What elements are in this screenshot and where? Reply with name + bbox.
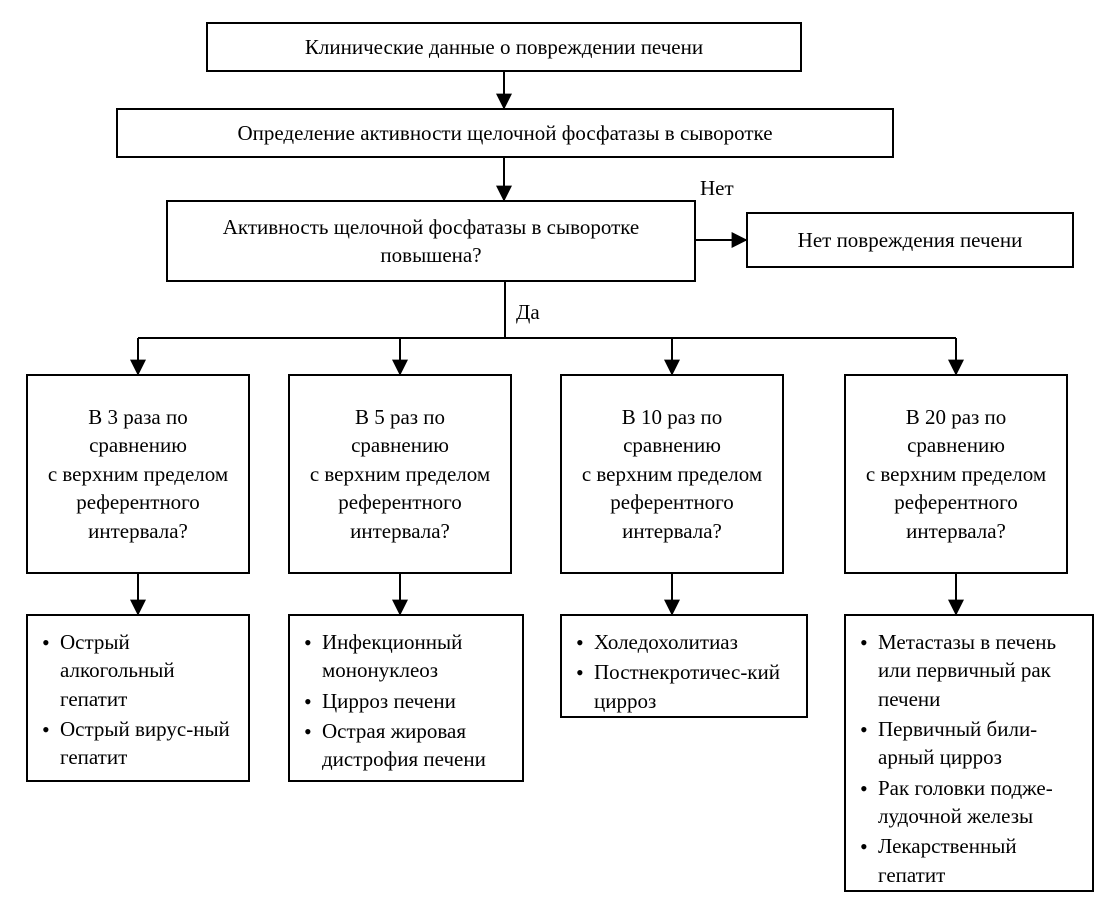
diagnosis-item: Постнекротичес-кий цирроз: [576, 658, 792, 715]
diagnosis-list: Острый алкогольный гепатитОстрый вирус-н…: [42, 628, 234, 772]
node-text: Нет повреждения печени: [798, 226, 1023, 254]
node-20x-diagnoses: Метастазы в печень или первичный рак печ…: [844, 614, 1094, 892]
node-determine-alp: Определение активности щелочной фосфатаз…: [116, 108, 894, 158]
diagnosis-item: Цирроз печени: [304, 687, 508, 715]
diagnosis-item: Острый алкогольный гепатит: [42, 628, 234, 713]
diagnosis-item: Острый вирус-ный гепатит: [42, 715, 234, 772]
diagnosis-item: Метастазы в печень или первичный рак печ…: [860, 628, 1078, 713]
node-text: Клинические данные о повреждении печени: [305, 33, 703, 61]
node-no-liver-damage: Нет повреждения печени: [746, 212, 1074, 268]
diagnosis-list: Инфекционный мононуклеозЦирроз печениОст…: [304, 628, 508, 774]
diagnosis-item: Рак головки подже-лудочной железы: [860, 774, 1078, 831]
node-3x-diagnoses: Острый алкогольный гепатитОстрый вирус-н…: [26, 614, 250, 782]
diagnosis-item: Лекарственный гепатит: [860, 832, 1078, 889]
node-text: В 3 раза по сравнению с верхним пределом…: [42, 403, 234, 545]
node-clinical-data: Клинические данные о повреждении печени: [206, 22, 802, 72]
node-alp-elevated-question: Активность щелочной фосфатазы в сыворотк…: [166, 200, 696, 282]
node-3x-question: В 3 раза по сравнению с верхним пределом…: [26, 374, 250, 574]
node-text: В 10 раз по сравнению с верхним пределом…: [576, 403, 768, 545]
diagnosis-list: ХоледохолитиазПостнекротичес-кий цирроз: [576, 628, 792, 715]
diagnosis-item: Холедохолитиаз: [576, 628, 792, 656]
diagnosis-list: Метастазы в печень или первичный рак печ…: [860, 628, 1078, 889]
node-text: В 5 раз по сравнению с верхним пределом …: [304, 403, 496, 545]
label-no: Нет: [700, 178, 734, 199]
node-10x-question: В 10 раз по сравнению с верхним пределом…: [560, 374, 784, 574]
diagnosis-item: Инфекционный мононуклеоз: [304, 628, 508, 685]
node-10x-diagnoses: ХоледохолитиазПостнекротичес-кий цирроз: [560, 614, 808, 718]
label-yes: Да: [516, 302, 540, 323]
node-text: Определение активности щелочной фосфатаз…: [237, 119, 772, 147]
diagnosis-item: Первичный били-арный цирроз: [860, 715, 1078, 772]
node-text: В 20 раз по сравнению с верхним пределом…: [860, 403, 1052, 545]
node-5x-question: В 5 раз по сравнению с верхним пределом …: [288, 374, 512, 574]
node-5x-diagnoses: Инфекционный мононуклеозЦирроз печениОст…: [288, 614, 524, 782]
diagnosis-item: Острая жировая дистрофия печени: [304, 717, 508, 774]
node-text: Активность щелочной фосфатазы в сыворотк…: [182, 213, 680, 270]
node-20x-question: В 20 раз по сравнению с верхним пределом…: [844, 374, 1068, 574]
